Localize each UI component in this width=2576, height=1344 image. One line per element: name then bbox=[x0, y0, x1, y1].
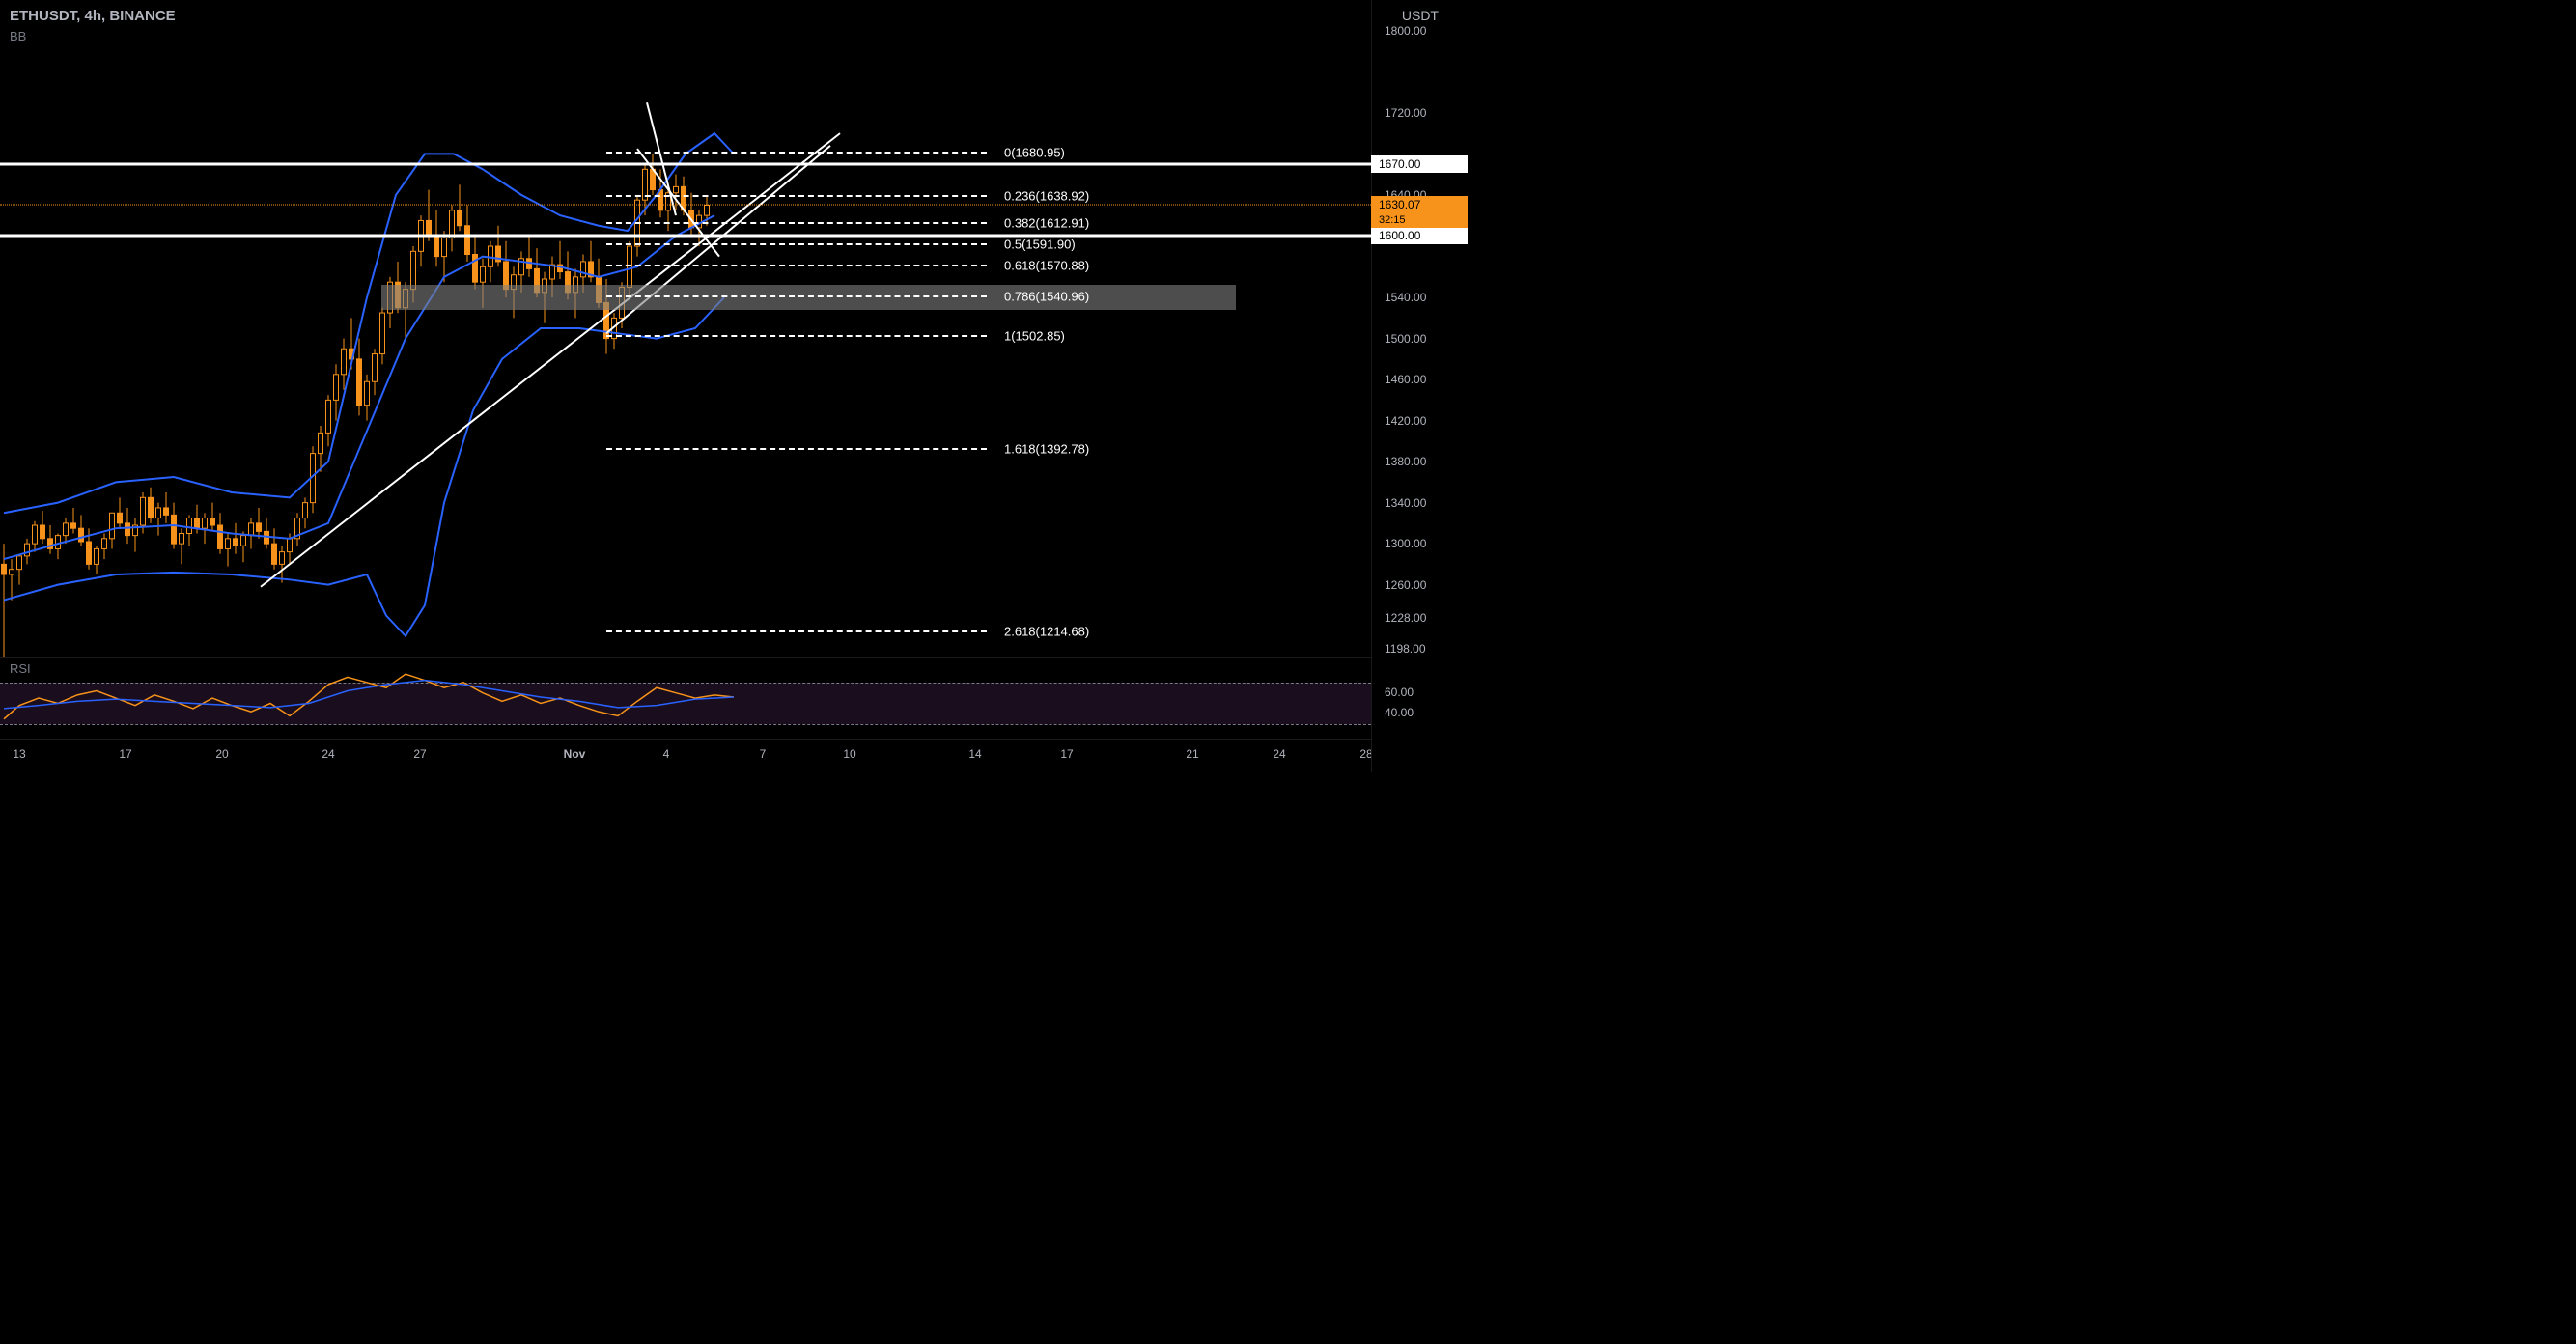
fib-line[interactable] bbox=[606, 295, 987, 297]
time-tick: Nov bbox=[564, 747, 586, 761]
fib-label: 0.618(1570.88) bbox=[1004, 259, 1089, 273]
time-tick: 14 bbox=[968, 747, 981, 761]
fib-label: 1.618(1392.78) bbox=[1004, 441, 1089, 456]
price-tick: 1540.00 bbox=[1375, 291, 1468, 304]
fib-line[interactable] bbox=[606, 265, 987, 266]
fib-label: 0(1680.95) bbox=[1004, 146, 1065, 160]
horizontal-line[interactable] bbox=[0, 235, 1468, 238]
main-chart[interactable]: ETHUSDT, 4h, BINANCE BB 0(1680.95) 0.236(… bbox=[0, 0, 1371, 657]
time-tick: 4 bbox=[663, 747, 670, 761]
fib-label: 0.382(1612.91) bbox=[1004, 215, 1089, 230]
price-tick: 1340.00 bbox=[1375, 496, 1468, 510]
fib-line[interactable] bbox=[606, 630, 987, 632]
fib-line[interactable] bbox=[606, 243, 987, 245]
time-tick: 17 bbox=[119, 747, 131, 761]
fib-label: 0.786(1540.96) bbox=[1004, 290, 1089, 304]
bb-indicator-label: BB bbox=[10, 29, 26, 43]
price-tick: 1800.00 bbox=[1375, 24, 1468, 38]
hline-price-badge: 1600.00 bbox=[1371, 227, 1468, 244]
rsi-svg bbox=[0, 658, 1371, 740]
rsi-label: RSI bbox=[10, 661, 31, 676]
price-axis: USDT 1198.00 1228.00 1260.00 1300.00 1340.00… bbox=[1371, 0, 1468, 772]
hline-price-badge: 1670.00 bbox=[1371, 155, 1468, 173]
time-tick: 24 bbox=[1273, 747, 1285, 761]
horizontal-line[interactable] bbox=[0, 163, 1468, 166]
price-tick: 1460.00 bbox=[1375, 373, 1468, 386]
time-tick: 7 bbox=[760, 747, 767, 761]
rsi-panel[interactable]: RSI bbox=[0, 657, 1371, 739]
price-tick: 1500.00 bbox=[1375, 332, 1468, 346]
fib-line[interactable] bbox=[606, 152, 987, 154]
rsi-tick: 60.00 bbox=[1375, 686, 1468, 699]
chart-svg bbox=[0, 0, 1371, 657]
time-tick: 24 bbox=[322, 747, 334, 761]
symbol-label: ETHUSDT, 4h, BINANCE bbox=[10, 8, 176, 24]
time-tick: 20 bbox=[215, 747, 228, 761]
time-tick: 27 bbox=[413, 747, 426, 761]
fib-line[interactable] bbox=[606, 448, 987, 450]
time-axis: 1317202427Nov47101417212428 bbox=[0, 739, 1371, 772]
chart-container: ETHUSDT, 4h, BINANCE BB 0(1680.95) 0.236(… bbox=[0, 0, 1468, 772]
price-tick: 1228.00 bbox=[1375, 611, 1468, 625]
time-tick: 21 bbox=[1186, 747, 1198, 761]
fib-label: 0.5(1591.90) bbox=[1004, 237, 1076, 251]
current-price-line bbox=[0, 205, 1371, 206]
fib-label: 0.236(1638.92) bbox=[1004, 189, 1089, 204]
fib-band-0786 bbox=[381, 285, 1236, 310]
price-tick: 1420.00 bbox=[1375, 414, 1468, 428]
time-tick: 10 bbox=[843, 747, 855, 761]
fib-line[interactable] bbox=[606, 222, 987, 224]
price-tick: 1198.00 bbox=[1375, 642, 1468, 656]
axis-title: USDT bbox=[1402, 8, 1439, 23]
price-tick: 1720.00 bbox=[1375, 106, 1468, 120]
countdown-badge: 32:15 bbox=[1371, 212, 1468, 228]
price-tick: 1380.00 bbox=[1375, 455, 1468, 468]
time-tick: 13 bbox=[13, 747, 25, 761]
price-tick: 1260.00 bbox=[1375, 578, 1468, 592]
current-price-badge: 1630.07 bbox=[1371, 196, 1468, 213]
fib-line[interactable] bbox=[606, 195, 987, 197]
time-tick: 17 bbox=[1060, 747, 1073, 761]
fib-line[interactable] bbox=[606, 335, 987, 337]
rsi-tick: 40.00 bbox=[1375, 706, 1468, 719]
price-tick: 1300.00 bbox=[1375, 537, 1468, 550]
fib-label: 1(1502.85) bbox=[1004, 328, 1065, 343]
fib-label: 2.618(1214.68) bbox=[1004, 624, 1089, 638]
